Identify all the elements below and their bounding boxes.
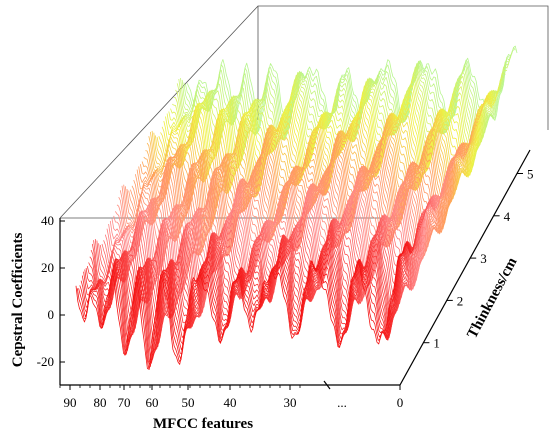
y-tick-label: 20: [41, 260, 54, 275]
x-tick-label: ...: [337, 395, 347, 410]
series-trace: [119, 171, 451, 260]
y-tick-label: -20: [37, 354, 54, 369]
series-trace: [103, 198, 434, 311]
x-tick-label: 60: [146, 395, 159, 410]
x-tick-label: 80: [94, 395, 107, 410]
z-axis-line: [399, 149, 531, 386]
series-trace: [78, 242, 409, 367]
x-tick-label: 0: [397, 395, 404, 410]
z-tick-label: 3: [480, 251, 487, 266]
x-tick-label: 70: [118, 395, 131, 410]
back-wall: [59, 5, 549, 219]
series-trace: [80, 241, 412, 361]
x-axis-break: [323, 380, 331, 390]
x-tick-label: 90: [64, 395, 77, 410]
y-axis-title: Cepstral Coefficients: [10, 233, 26, 368]
z-ticks: 1 2 3 4 5: [423, 167, 534, 351]
series-trace: [135, 144, 466, 238]
z-tick-label: 2: [457, 293, 464, 308]
x-axis-title: MFCC features: [153, 416, 253, 432]
x-ticks: 90 80 70 60 50 40 30... 0: [59, 385, 404, 410]
series-trace: [138, 140, 469, 230]
y-ticks: -20 0 20 40: [37, 213, 65, 369]
series-trace: [106, 195, 438, 300]
box-outline: [59, 5, 549, 219]
x-tick-label: 50: [182, 395, 195, 410]
z-tick-label: 5: [527, 167, 534, 182]
series-traces: [75, 45, 518, 370]
series-trace: [181, 51, 513, 136]
y-tick-label: 0: [48, 307, 55, 322]
x-tick-label: 30: [284, 395, 297, 410]
y-tick-label: 40: [41, 213, 54, 228]
z-axis-title: Thinkness/cm: [464, 255, 520, 342]
x-tick-label: 40: [224, 395, 237, 410]
series-trace: [75, 244, 407, 370]
series-trace: [153, 103, 484, 195]
z-tick-label: 1: [433, 336, 440, 351]
series-trace: [180, 57, 511, 138]
series-trace: [130, 148, 461, 253]
z-tick-label: 4: [504, 209, 511, 224]
series-trace: [151, 108, 483, 196]
series-trace: [79, 241, 410, 364]
series-trace: [76, 243, 408, 369]
